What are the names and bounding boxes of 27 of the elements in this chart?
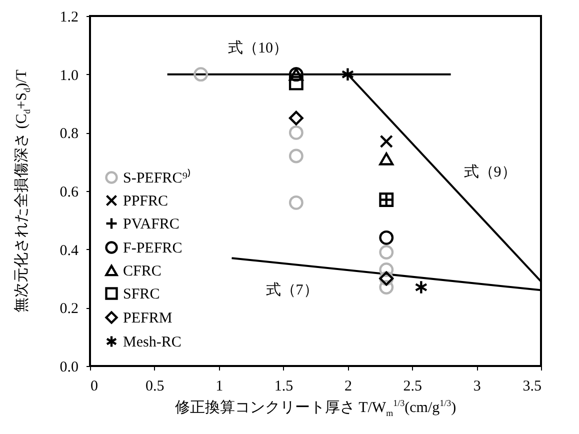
legend-label: CFRC <box>123 264 162 280</box>
x-tick-label: 3 <box>473 378 481 394</box>
x-tick-label: 0 <box>90 378 98 394</box>
x-tick-label: 3.5 <box>522 378 542 394</box>
annotation: 式（7） <box>266 281 318 300</box>
legend-label: Mesh-RC <box>123 334 182 350</box>
legend-label: PEFRM <box>123 310 172 326</box>
legend-label: S-PEFRC⁹⁾ <box>123 168 190 186</box>
y-tick-label: 1.0 <box>60 68 78 84</box>
x-tick-label: 1 <box>216 378 224 394</box>
legend-label: SFRC <box>123 286 160 302</box>
y-tick-label: 0.8 <box>60 126 78 142</box>
legend-label: F-PEFRC <box>123 240 182 256</box>
x-tick-label: 2 <box>344 378 352 394</box>
x-tick-label: 1.5 <box>274 378 294 394</box>
y-tick-label: 0.0 <box>60 360 78 376</box>
legend-label: PPFRC <box>123 194 168 210</box>
x-tick-label: 2.5 <box>403 378 422 394</box>
y-tick-label: 0.4 <box>60 242 79 259</box>
y-tick-label: 0.6 <box>60 184 79 200</box>
annotation: 式（9） <box>464 163 516 182</box>
x-tick-label: 0.5 <box>146 378 164 394</box>
annotation: 式（10） <box>228 39 288 58</box>
y-tick-label: 1.2 <box>60 10 78 26</box>
legend-label: PVAFRC <box>123 216 180 232</box>
y-tick-label: 0.2 <box>60 301 78 318</box>
x-axis-title: 修正換算コンクリート厚さ T/W$_{m}$$^{1/3}$(cm/g$^{1/3}$) <box>174 398 458 418</box>
